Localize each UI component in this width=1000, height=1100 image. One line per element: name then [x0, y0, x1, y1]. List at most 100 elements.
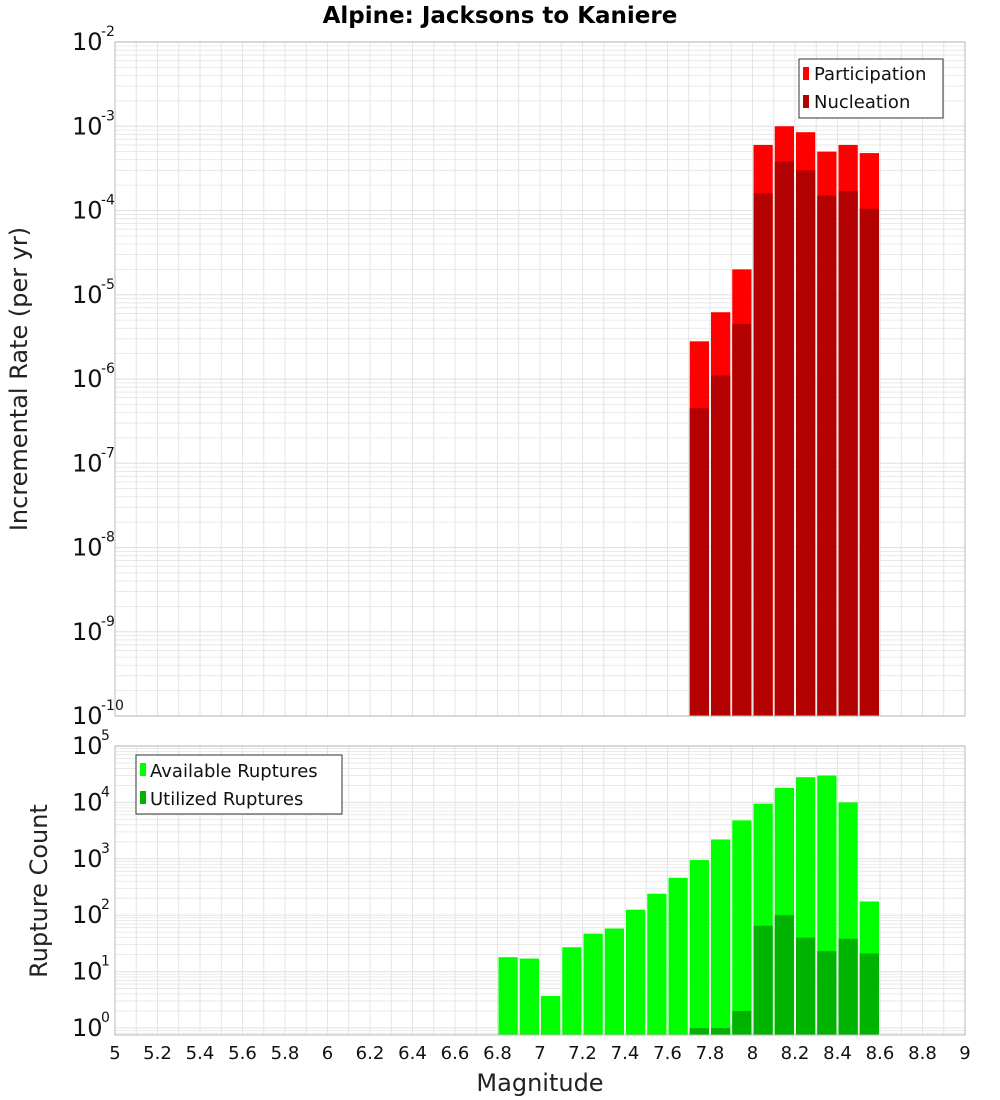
- y-tick-label: 10-7: [72, 445, 115, 477]
- y-tick-exponent: 4: [101, 784, 110, 800]
- y-tick-label: 104: [72, 784, 110, 816]
- y-tick-exponent: -7: [101, 445, 115, 461]
- y-tick-label: 10-3: [72, 108, 115, 140]
- x-tick-labels: 5 5.2 5.4 5.6 5.8 6 6.2 6.4 6.6 6.8 7 7.2 7.4 7.6 7.8 8…: [109, 1043, 970, 1064]
- x-tick-label: 7.4: [611, 1043, 640, 1064]
- available-ruptures-bar: [583, 933, 603, 1035]
- available-ruptures-bar: [519, 958, 539, 1035]
- bottom-y-axis-label: Rupture Count: [25, 804, 53, 978]
- y-tick-exponent: -4: [101, 193, 115, 209]
- available-ruptures-bar: [668, 877, 688, 1035]
- y-tick-label: 10-9: [72, 614, 115, 646]
- y-tick-exponent: 0: [101, 1010, 110, 1026]
- top-y-tick-labels: 10-210-310-410-510-610-710-810-910-10: [72, 24, 124, 730]
- bottom-bars: [498, 775, 879, 1035]
- available-ruptures-bar: [604, 928, 624, 1035]
- utilized-ruptures-bar: [711, 1027, 731, 1035]
- utilized-ruptures-bar: [732, 1010, 752, 1035]
- x-tick-label: 9: [959, 1043, 970, 1064]
- x-tick-label: 8.2: [781, 1043, 810, 1064]
- y-tick-base: 10: [72, 28, 103, 56]
- available-legend-swatch: [140, 763, 146, 776]
- participation-nucleation-panel: 10-210-310-410-510-610-710-810-910-10 In…: [5, 24, 966, 730]
- y-tick-label: 10-8: [72, 530, 115, 562]
- participation-legend-swatch: [803, 67, 809, 80]
- x-tick-label: 5.4: [186, 1043, 215, 1064]
- available-ruptures-bar: [647, 893, 667, 1035]
- y-tick-exponent: -2: [101, 24, 115, 40]
- x-tick-label: 6: [322, 1043, 333, 1064]
- nucleation-legend-swatch: [803, 95, 809, 108]
- nucleation-bar: [796, 170, 816, 716]
- y-tick-label: 103: [72, 841, 110, 873]
- available-ruptures-bar: [498, 957, 518, 1035]
- x-tick-label: 7: [534, 1043, 545, 1064]
- y-tick-exponent: 1: [101, 954, 110, 970]
- available-ruptures-bar: [562, 947, 582, 1035]
- x-tick-label: 8.8: [908, 1043, 937, 1064]
- top-gridlines: [114, 41, 966, 717]
- y-tick-label: 105: [72, 728, 110, 760]
- nucleation-bar: [753, 193, 773, 717]
- y-tick-base: 10: [72, 732, 103, 760]
- nucleation-bar: [732, 323, 752, 716]
- y-tick-base: 10: [72, 534, 103, 562]
- x-axis-label: Magnitude: [476, 1069, 603, 1097]
- y-tick-base: 10: [72, 788, 103, 816]
- top-plot-frame: [114, 41, 966, 717]
- x-tick-label: 5.2: [143, 1043, 172, 1064]
- nucleation-bar: [711, 375, 731, 716]
- y-tick-base: 10: [72, 197, 103, 225]
- y-tick-exponent: 2: [101, 897, 110, 913]
- x-tick-label: 5: [109, 1043, 120, 1064]
- available-ruptures-bar: [732, 820, 752, 1035]
- y-tick-label: 102: [72, 897, 110, 929]
- bottom-plot-frame: [114, 745, 966, 1036]
- y-tick-label: 10-5: [72, 277, 115, 309]
- utilized-ruptures-bar: [774, 915, 794, 1035]
- y-tick-exponent: -3: [101, 108, 115, 124]
- y-tick-exponent: 3: [101, 841, 110, 857]
- x-tick-label: 6.8: [483, 1043, 512, 1064]
- available-ruptures-bar: [689, 860, 709, 1035]
- utilized-legend-swatch: [140, 791, 146, 804]
- utilized-ruptures-bar: [817, 951, 837, 1035]
- nucleation-bar: [859, 208, 879, 717]
- y-tick-base: 10: [72, 365, 103, 393]
- x-tick-label: 7.2: [568, 1043, 597, 1064]
- x-tick-label: 6.2: [356, 1043, 385, 1064]
- x-tick-label: 6.6: [441, 1043, 470, 1064]
- y-tick-base: 10: [72, 901, 103, 929]
- available-ruptures-bar: [541, 995, 561, 1035]
- utilized-ruptures-bar: [689, 1027, 709, 1035]
- available-ruptures-bar: [711, 839, 731, 1035]
- x-tick-label: 6.4: [398, 1043, 427, 1064]
- x-tick-label: 8.6: [866, 1043, 895, 1064]
- y-tick-exponent: 5: [101, 728, 110, 744]
- top-legend: Participation Nucleation: [798, 58, 944, 119]
- bottom-legend-box: [135, 754, 343, 815]
- y-tick-label: 10-2: [72, 24, 115, 56]
- nucleation-bar: [774, 161, 794, 717]
- y-tick-base: 10: [72, 702, 103, 730]
- y-tick-base: 10: [72, 618, 103, 646]
- y-tick-exponent: -8: [101, 530, 115, 546]
- y-tick-base: 10: [72, 449, 103, 477]
- y-tick-base: 10: [72, 958, 103, 986]
- top-legend-box: [798, 58, 944, 119]
- chart-title: Alpine: Jacksons to Kaniere: [323, 3, 678, 29]
- y-tick-label: 10-4: [72, 193, 115, 225]
- utilized-legend-label: Utilized Ruptures: [150, 789, 303, 810]
- nucleation-bar: [838, 191, 858, 717]
- nucleation-bar: [817, 195, 837, 716]
- y-tick-label: 10-6: [72, 361, 115, 393]
- nucleation-legend-label: Nucleation: [814, 92, 910, 113]
- x-tick-label: 5.6: [228, 1043, 257, 1064]
- y-tick-label: 10-10: [72, 698, 124, 730]
- available-ruptures-bar: [626, 909, 646, 1035]
- top-bars: [689, 126, 879, 717]
- participation-legend-label: Participation: [814, 64, 926, 85]
